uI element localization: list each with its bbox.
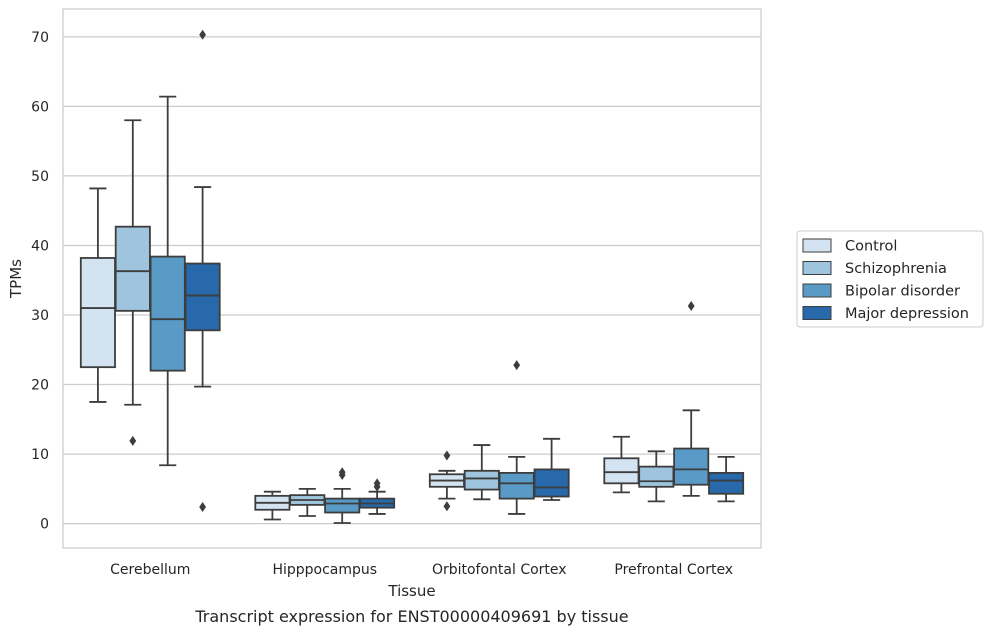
category-group [79, 29, 221, 512]
iqr-box [149, 255, 186, 372]
outlier-point [129, 435, 137, 446]
box-bipolar-disorder [149, 95, 186, 467]
box-major-depression [533, 437, 570, 501]
iqr-box [673, 447, 710, 486]
box-major-depression [708, 455, 745, 503]
category-group [428, 360, 570, 515]
category-group [254, 467, 396, 524]
iqr-box [184, 262, 221, 332]
legend-swatch [802, 261, 832, 275]
y-axis-label: TPMs [7, 259, 25, 299]
outlier-point [687, 300, 695, 311]
box-schizophrenia [114, 119, 151, 446]
legend-frame [796, 230, 984, 328]
iqr-box [638, 465, 675, 488]
iqr-box [324, 497, 361, 514]
y-tick-label: 60 [31, 99, 49, 115]
legend: Control Schizophrenia Bipolar disorder Majo… [796, 230, 984, 328]
x-tick-labels: Cerebellum Hipppocampus Orbitofontal Corte… [110, 562, 733, 578]
x-tick-label: Hipppocampus [272, 562, 377, 578]
legend-item: Major depression [802, 306, 969, 322]
y-tick-label: 10 [31, 447, 49, 463]
figure-caption: Transcript expression for ENST0000040969… [194, 607, 628, 626]
outlier-point [443, 450, 451, 461]
outlier-point [443, 501, 451, 512]
legend-item: Schizophrenia [802, 261, 947, 277]
iqr-box [114, 225, 151, 312]
x-tick-label: Prefrontal Cortex [614, 562, 733, 578]
y-tick-label: 50 [31, 169, 49, 185]
iqr-box [498, 471, 535, 500]
iqr-box [79, 257, 116, 369]
x-tick-label: Cerebellum [110, 562, 190, 578]
legend-label: Bipolar disorder [845, 284, 960, 300]
y-tick-labels: 0 10 20 30 40 50 60 70 [31, 30, 49, 533]
iqr-box [603, 457, 640, 485]
plot-frame [62, 8, 762, 549]
legend-label: Major depression [845, 306, 969, 322]
box-bipolar-disorder [498, 360, 535, 515]
outlier-point [338, 467, 346, 478]
x-tick-label: Orbitofontal Cortex [432, 562, 567, 578]
y-tick-label: 0 [40, 517, 49, 533]
iqr-box [463, 469, 500, 491]
y-tick-label: 70 [31, 30, 49, 46]
x-axis-label: Tissue [387, 582, 435, 600]
category-group [603, 300, 745, 503]
box-major-depression [359, 478, 396, 515]
outlier-point [513, 360, 521, 371]
legend-swatch [802, 283, 832, 298]
box-bipolar-disorder [673, 300, 710, 497]
legend-item: Control [802, 238, 897, 255]
legend-label: Control [845, 239, 897, 255]
y-tick-label: 30 [31, 308, 49, 324]
legend-label: Schizophrenia [845, 261, 947, 277]
legend-swatch [802, 238, 832, 253]
iqr-box [708, 471, 745, 495]
outlier-point [199, 29, 206, 40]
legend-item: Bipolar disorder [802, 283, 960, 300]
y-tick-label: 20 [31, 378, 49, 394]
outlier-point [199, 501, 206, 512]
box-major-depression [184, 29, 221, 512]
outlier-point [373, 478, 381, 489]
y-tick-label: 40 [31, 238, 49, 254]
box-schizophrenia [463, 444, 500, 501]
box-groups [79, 29, 745, 524]
box-control [79, 187, 116, 403]
iqr-box [533, 468, 570, 498]
legend-swatch [802, 306, 832, 320]
